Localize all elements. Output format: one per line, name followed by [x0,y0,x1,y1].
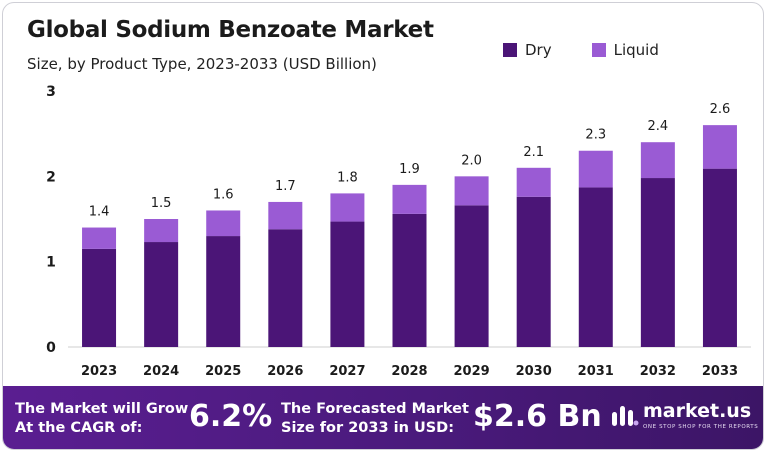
bar-liquid-2025 [206,210,241,237]
forecast-value: $2.6 Bn [473,399,602,434]
bar-liquid-2029 [454,176,489,206]
data-label-2024: 1.5 [151,196,172,211]
bar-liquid-2023 [82,227,117,249]
x-tick-label-2030: 2030 [516,364,552,379]
brand-tagline: ONE STOP SHOP FOR THE REPORTS [643,424,759,430]
data-label-2023: 1.4 [89,205,110,220]
y-tick-label: 3 [46,84,56,100]
x-tick-label-2031: 2031 [578,364,614,379]
footer-banner: The Market will Grow At the CAGR of: 6.2… [3,386,763,449]
bar-dry-2024 [144,242,179,347]
cagr-value: 6.2% [189,399,273,434]
y-tick-label: 2 [46,169,56,185]
legend-item-dry: Dry [503,41,552,59]
legend-label-liquid: Liquid [613,41,659,59]
bar-chart: 0 1 2 3 1.4 2023 1.5 2024 1.6 2025 1.7 2026 1.8 2027 1… [46,84,751,379]
x-tick-label-2027: 2027 [329,364,365,379]
data-label-2029: 2.0 [461,153,482,168]
legend-swatch-liquid [591,43,606,57]
cagr-label-line1: The Market will Grow [15,401,189,417]
data-label-2025: 1.6 [213,187,234,202]
bar-liquid-2024 [144,219,179,243]
x-tick-label-2026: 2026 [267,364,303,379]
bar-dry-2029 [454,205,489,347]
bar-liquid-2026 [268,201,303,230]
bar-liquid-2028 [392,184,427,214]
bar-liquid-2031 [578,150,613,188]
data-label-2026: 1.7 [275,179,296,194]
legend-label-dry: Dry [525,41,552,59]
bar-liquid-2032 [640,142,675,179]
bar-dry-2033 [702,168,737,347]
forecast-label-line1: The Forecasted Market [281,401,469,417]
bar-dry-2026 [268,229,303,347]
legend-item-liquid: Liquid [591,41,659,59]
data-label-2027: 1.8 [337,170,358,185]
x-tick-label-2024: 2024 [143,364,179,379]
x-tick-label-2032: 2032 [640,364,676,379]
x-tick-label-2029: 2029 [453,364,489,379]
x-tick-label-2023: 2023 [81,364,117,379]
data-label-2032: 2.4 [648,119,669,134]
brand-name: market.us [643,400,752,422]
bar-dry-2025 [206,236,241,347]
bar-liquid-2033 [702,125,737,169]
x-tick-label-2028: 2028 [391,364,427,379]
bar-dry-2032 [640,178,675,347]
bar-liquid-2027 [330,193,365,222]
bar-dry-2030 [516,196,551,347]
market-us-logo-icon [612,406,639,426]
bar-dry-2028 [392,213,427,347]
data-label-2028: 1.9 [399,162,420,177]
forecast-label-line2: Size for 2033 in USD: [281,420,455,436]
chart-card: Global Sodium Benzoate Market Size, by P… [2,2,764,450]
x-tick-label-2033: 2033 [702,364,738,379]
x-tick-label-2025: 2025 [205,364,241,379]
y-tick-label: 0 [46,340,56,356]
y-tick-label: 1 [46,255,56,271]
bar-liquid-2030 [516,167,551,197]
bar-dry-2027 [330,221,365,347]
legend-swatch-dry [503,43,517,57]
bar-dry-2023 [82,248,117,347]
data-label-2031: 2.3 [585,128,606,143]
chart-title: Global Sodium Benzoate Market [27,17,434,43]
bar-dry-2031 [578,187,613,347]
legend: Dry Liquid [503,41,659,59]
chart-subtitle: Size, by Product Type, 2023-2033 (USD Bi… [27,55,377,73]
data-label-2033: 2.6 [710,102,731,117]
data-label-2030: 2.1 [523,145,544,160]
cagr-label-line2: At the CAGR of: [15,420,143,436]
